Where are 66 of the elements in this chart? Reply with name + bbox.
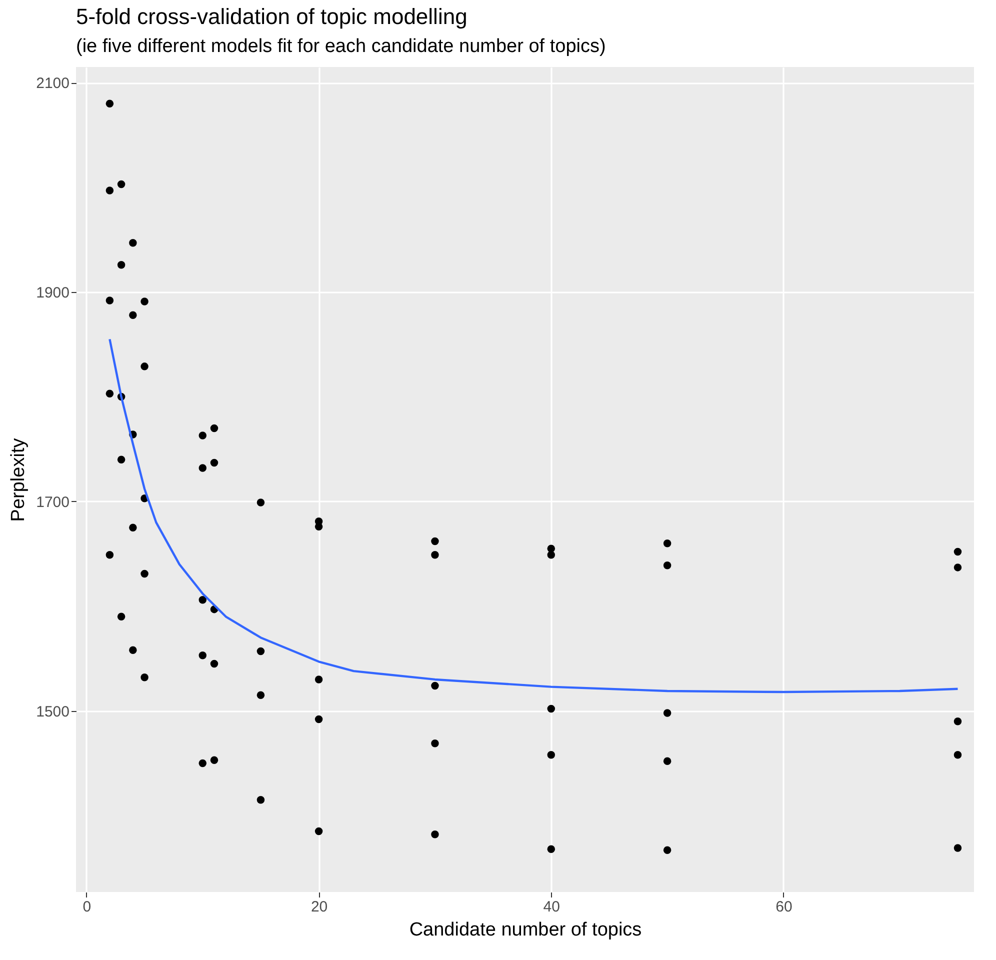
- point: [198, 464, 206, 472]
- point: [547, 704, 556, 713]
- point: [954, 564, 962, 572]
- point: [117, 612, 126, 621]
- point: [210, 424, 218, 432]
- point: [954, 717, 962, 726]
- point: [431, 551, 439, 559]
- y-axis-title: Perplexity: [8, 438, 30, 522]
- point: [314, 522, 323, 530]
- x-axis-title: Candidate number of topics: [409, 920, 642, 940]
- point: [431, 682, 439, 690]
- point: [547, 750, 556, 759]
- point: [431, 830, 439, 838]
- point: [198, 596, 206, 604]
- chart-title: 5-fold cross-validation of topic modelling: [76, 4, 468, 29]
- x-tick-label: 60: [776, 898, 792, 916]
- point: [431, 739, 439, 748]
- point: [210, 756, 218, 764]
- point: [106, 551, 114, 559]
- point: [106, 186, 114, 194]
- point: [210, 660, 218, 668]
- point: [256, 796, 265, 804]
- x-tick-label: 40: [543, 898, 560, 916]
- point: [663, 757, 672, 765]
- point: [117, 456, 126, 464]
- point: [140, 570, 148, 578]
- point: [129, 646, 137, 654]
- x-tick-label: 0: [82, 898, 92, 916]
- point: [198, 432, 206, 440]
- point: [129, 524, 137, 532]
- chart-subtitle: (ie five different models fit for each candidate number of topics): [76, 36, 606, 57]
- point: [117, 180, 126, 188]
- point: [140, 298, 148, 306]
- point: [547, 551, 556, 559]
- point: [198, 652, 206, 660]
- point: [140, 674, 148, 682]
- x-tick-label: 20: [310, 898, 328, 916]
- point: [663, 846, 672, 854]
- point: [106, 390, 114, 398]
- point: [547, 845, 556, 853]
- point: [663, 709, 672, 717]
- y-tick-label: 1900: [36, 284, 70, 302]
- y-tick-label: 1500: [36, 703, 70, 720]
- point: [129, 239, 137, 247]
- point: [431, 537, 439, 546]
- point: [106, 100, 114, 108]
- line-series: [108, 338, 959, 694]
- point: [256, 498, 265, 506]
- point: [256, 647, 265, 656]
- point: [314, 827, 323, 836]
- point: [117, 261, 126, 269]
- y-tick-label: 2100: [36, 75, 70, 92]
- point: [663, 540, 672, 548]
- point: [198, 759, 206, 768]
- point: [129, 311, 137, 319]
- point: [140, 362, 148, 370]
- point: [954, 844, 962, 852]
- point: [256, 691, 265, 700]
- point: [106, 296, 114, 304]
- point: [210, 458, 218, 467]
- point: [314, 676, 323, 684]
- point: [314, 715, 323, 724]
- y-tick-label: 1700: [36, 494, 70, 511]
- point: [663, 561, 672, 570]
- point: [954, 750, 962, 759]
- point: [954, 548, 962, 556]
